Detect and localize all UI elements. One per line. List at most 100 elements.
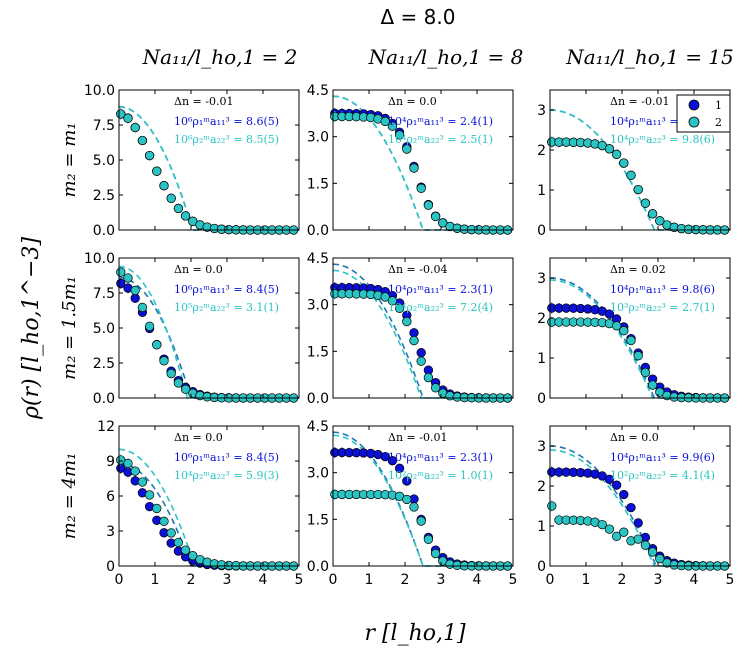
y-tick-label: 0.0 (93, 223, 115, 239)
data-point-series-2 (180, 384, 191, 394)
data-point-series-2 (130, 122, 140, 133)
annotation-delta-n: Δn = -0.01 (610, 95, 669, 108)
axes-frame (549, 257, 731, 399)
y-tick-label: 3.0 (307, 298, 329, 314)
y-tick-label: 1 (537, 351, 546, 367)
data-point-series-2 (130, 466, 140, 476)
data-point-series-1 (611, 480, 622, 490)
data-point-series-2 (626, 170, 636, 180)
panel-r2-c1: 0.0 2.5 5.0 7.5 10.0 Δn = 0.0 10⁶ρ₁ᵐa₁₁³ = 8.4… (84, 251, 300, 407)
dashed-curve-2 (550, 279, 730, 399)
data-point-series-2 (402, 494, 412, 505)
y-tick-label: 12 (97, 419, 115, 435)
data-point-series-1 (394, 463, 405, 473)
x-tick-label: 1 (151, 572, 160, 588)
dashed-curve-2 (550, 449, 730, 567)
panel-r2-c3: 0 1 2 3 Δn = 0.02 10⁴ρ₁ᵐa₁₁³ = 9.8(6) 10³ρ₂ᵐa₂… (537, 257, 731, 407)
y-tick-label: 0.0 (307, 223, 329, 239)
data-point-series-2 (394, 303, 405, 313)
y-tick-label: 0 (537, 559, 546, 575)
legend: 1 2 (676, 94, 731, 133)
dashed-curve-1 (550, 445, 730, 567)
data-point-series-2 (430, 211, 441, 222)
x-tick-label: 4 (690, 572, 699, 588)
data-point-series-1 (409, 328, 419, 338)
figure-title: Δ = 8.0 (381, 5, 456, 29)
y-tick-label: 10.0 (84, 251, 115, 267)
y-tick-label: 3 (106, 524, 115, 540)
data-point-series-2 (180, 545, 191, 555)
x-tick-label: 3 (654, 572, 663, 588)
data-point-series-2 (130, 285, 140, 296)
y-tick-label: 2 (537, 479, 546, 495)
data-point-series-2 (640, 198, 651, 208)
data-point-series-2 (394, 130, 405, 140)
data-point-series-2 (387, 121, 398, 131)
data-point-series-1 (387, 456, 398, 466)
data-point-series-2 (159, 516, 169, 526)
y-tick-label: 7.5 (93, 118, 115, 134)
data-point-series-2 (423, 534, 434, 544)
data-point-series-2 (144, 321, 155, 331)
y-tick-label: 0.0 (307, 559, 329, 575)
data-point-series-2 (655, 216, 665, 226)
row-title-1: m₂ = m₁ (59, 122, 80, 197)
x-tick-label: 0 (115, 572, 124, 588)
legend-label-2: 2 (715, 116, 722, 129)
data-point-series-2 (633, 351, 643, 361)
axes-frame (332, 89, 514, 231)
data-point-series-2 (387, 296, 398, 306)
y-tick-label: 1 (537, 519, 546, 535)
data-point-series-1 (604, 474, 615, 484)
annotation-density-2: 10⁴ρ₂ᵐa₂₂³ = 9.8(6) (610, 133, 715, 146)
data-point-series-2 (152, 166, 162, 176)
data-point-series-1 (626, 502, 636, 513)
data-point-series-2 (402, 316, 412, 327)
axes-frame (332, 425, 514, 567)
y-tick-label: 0.0 (93, 391, 115, 407)
data-point-series-2 (173, 378, 184, 388)
data-point-series-1 (416, 348, 426, 358)
panel-r1-c2: 0.0 1.5 3.0 4.5 Δn = 0.0 10⁴ρ₁ᵐa₁₁³ = 2.4(1) 1… (307, 83, 514, 239)
annotation-density-1: 10⁴ρ₁ᵐa₁₁³ = 2.4(1) (388, 115, 493, 128)
y-tick-label: 2.5 (93, 356, 115, 372)
data-point-series-2 (619, 527, 629, 537)
axes-frame (332, 257, 514, 399)
data-point-series-2 (416, 516, 426, 526)
x-tick-label: 2 (618, 572, 627, 588)
data-point-series-2 (123, 273, 133, 283)
annotation-density-1: 10⁴ρ₁ᵐa₁₁³ = 9.9(6) (610, 451, 715, 464)
data-point-series-2 (144, 150, 155, 161)
data-point-series-2 (423, 200, 434, 210)
data-point-series-2 (152, 340, 162, 350)
data-point-series-2 (647, 209, 658, 219)
data-point-series-2 (144, 490, 155, 500)
data-point-series-2 (402, 144, 412, 154)
data-point-series-2 (123, 458, 133, 469)
y-tick-label: 0.0 (307, 391, 329, 407)
data-point-series-2 (137, 135, 148, 146)
panel-r1-c1: 0.0 2.5 5.0 7.5 10.0 Δn = -0.01 10⁶ρ₁ᵐa₁₁³ = 8… (84, 83, 300, 239)
y-tick-label: 3.0 (307, 130, 329, 146)
annotation-density-1: 10⁴ρ₁ᵐa₁₁³ = 9.8(6) (610, 283, 715, 296)
x-tick-label: 3 (223, 572, 232, 588)
data-point-series-2 (647, 547, 658, 557)
dashed-curve-1 (550, 277, 730, 399)
data-point-series-2 (166, 528, 176, 538)
data-point-series-2 (655, 554, 665, 564)
data-point-series-2 (188, 551, 198, 561)
axes-frame (549, 89, 731, 231)
annotation-delta-n: Δn = 0.0 (388, 95, 437, 108)
y-tick-label: 4.5 (307, 83, 329, 99)
annotation-density-2: 10⁴ρ₂ᵐa₂₂³ = 5.9(3) (174, 469, 279, 482)
y-tick-label: 1.5 (307, 344, 329, 360)
y-tick-label: 5.0 (93, 321, 115, 337)
y-tick-label: 1.5 (307, 512, 329, 528)
legend-marker-2 (688, 116, 700, 128)
annotation-density-1: 10⁶ρ₁ᵐa₁₁³ = 8.4(5) (174, 451, 279, 464)
data-point-series-2 (159, 356, 169, 366)
annotation-delta-n: Δn = 0.0 (610, 431, 659, 444)
y-tick-label: 0 (106, 559, 115, 575)
